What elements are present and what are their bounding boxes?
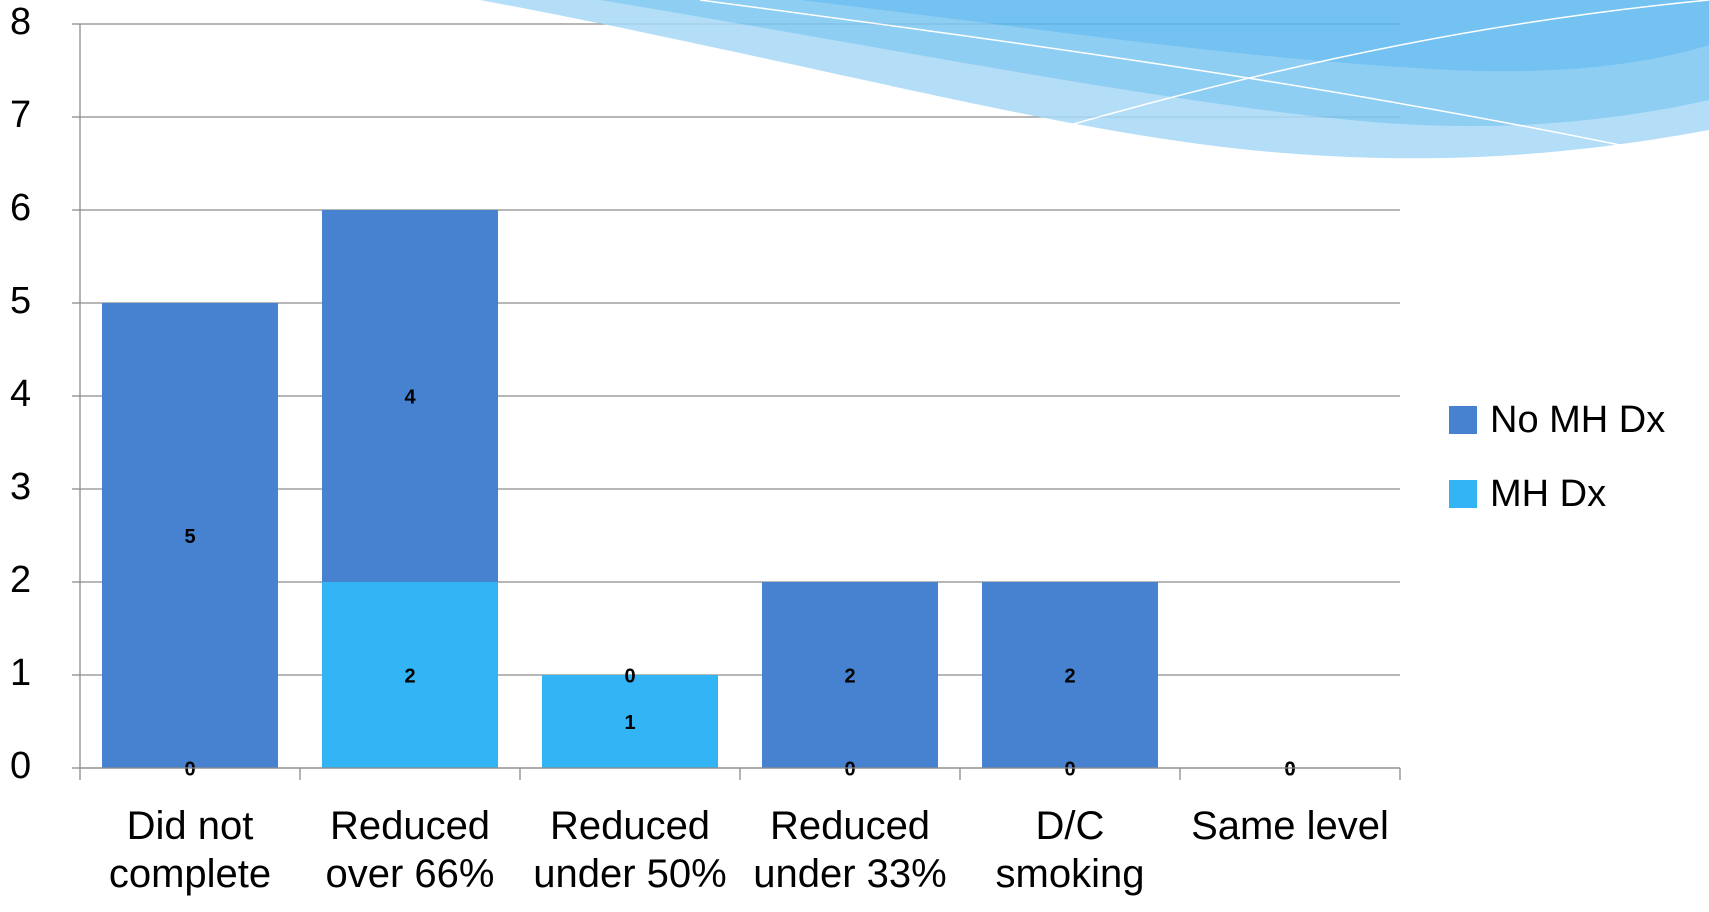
y-tick-label: 1 (10, 652, 31, 694)
decoration (480, 0, 1709, 159)
y-tick-label: 8 (10, 1, 31, 43)
x-tick-label: Reduced over 66% (325, 804, 495, 896)
data-label: 0 (1064, 758, 1075, 780)
data-label: 2 (1064, 665, 1075, 687)
x-tick-label: Same level (1191, 804, 1389, 848)
x-tick-label: Did not complete (108, 804, 272, 896)
data-label: 4 (404, 386, 416, 408)
legend-swatch (1449, 406, 1477, 434)
data-label: 1 (624, 712, 635, 734)
x-tick-label: Reduced under 50% (533, 804, 727, 896)
y-tick-label: 7 (10, 94, 31, 136)
data-label: 0 (184, 758, 195, 780)
bar-segment (982, 582, 1158, 768)
legend-label: MH Dx (1490, 473, 1606, 515)
bar-segment (322, 582, 498, 768)
y-tick-label: 6 (10, 187, 31, 229)
y-tick-label: 0 (10, 745, 31, 787)
y-tick-label: 2 (10, 559, 31, 601)
legend-label: No MH Dx (1490, 399, 1665, 441)
bar-segment (322, 210, 498, 582)
y-tick-label: 3 (10, 466, 31, 508)
data-label: 5 (184, 526, 195, 548)
y-tick-label: 5 (10, 280, 31, 322)
data-label: 2 (404, 665, 415, 687)
data-label: 0 (844, 758, 855, 780)
y-tick-label: 4 (10, 373, 31, 415)
legend-swatch (1449, 480, 1477, 508)
data-label: 2 (844, 665, 855, 687)
data-label: 0 (624, 665, 635, 687)
bar-segment (542, 675, 718, 768)
data-label: 0 (1284, 758, 1295, 780)
grid: 0 1 2 3 4 5 6 7 8 (10, 1, 1400, 787)
bar-segment (762, 582, 938, 768)
x-tick-label: Reduced under 33% (753, 804, 947, 896)
bar-segment (102, 303, 278, 768)
x-tick-label: D/C smoking (995, 804, 1145, 896)
data-label: 0 (1284, 758, 1295, 780)
